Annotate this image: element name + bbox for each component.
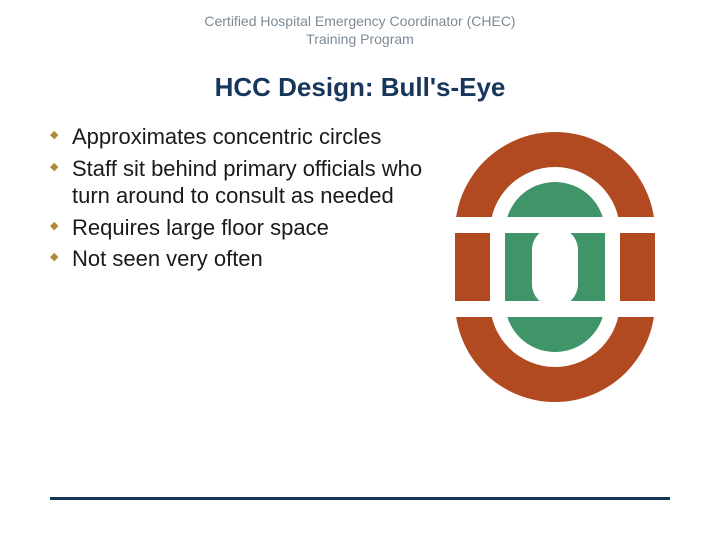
header-line-2: Training Program <box>0 30 720 48</box>
footer-divider <box>50 497 670 500</box>
program-header: Certified Hospital Emergency Coordinator… <box>0 0 720 48</box>
slide-body: Approximates concentric circles Staff si… <box>0 123 720 407</box>
bullet-item: Approximates concentric circles <box>50 123 430 151</box>
bullseye-icon <box>450 127 660 407</box>
header-line-1: Certified Hospital Emergency Coordinator… <box>0 12 720 30</box>
bullseye-diagram <box>430 123 680 407</box>
bullet-item: Staff sit behind primary officials who t… <box>50 155 430 210</box>
slide: Certified Hospital Emergency Coordinator… <box>0 0 720 540</box>
bullet-item: Requires large floor space <box>50 214 430 242</box>
slide-title: HCC Design: Bull's-Eye <box>0 72 720 103</box>
bullet-list: Approximates concentric circles Staff si… <box>50 123 430 407</box>
bullet-item: Not seen very often <box>50 245 430 273</box>
